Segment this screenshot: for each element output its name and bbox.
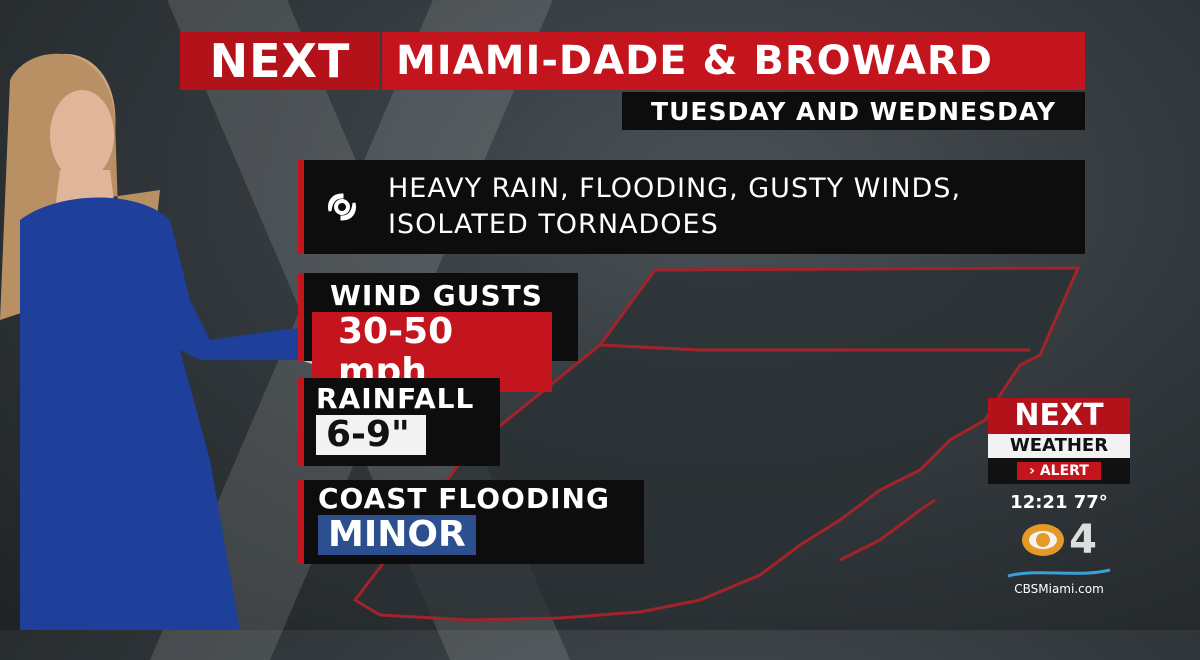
channel-number: 4: [1069, 517, 1097, 563]
hurricane-icon: [328, 193, 356, 221]
time: 12:21: [1010, 492, 1068, 513]
wave-icon: [1007, 568, 1111, 578]
hazards-card: HEAVY RAIN, FLOODING, GUSTY WINDS, ISOLAT…: [298, 160, 1085, 254]
cbs-eye-icon: [1022, 524, 1065, 556]
wind-gusts-card: WIND GUSTS 30-50 mph: [298, 273, 578, 392]
temperature: 77°: [1073, 492, 1108, 513]
hazards-line-1: HEAVY RAIN, FLOODING, GUSTY WINDS,: [388, 173, 962, 204]
site-url: CBSMiami.com: [1014, 582, 1104, 596]
bug-alert-label: › ALERT: [1017, 462, 1101, 480]
coast-flooding-card: COAST FLOODING MINOR: [298, 480, 644, 564]
rainfall-label: RAINFALL: [316, 382, 475, 415]
hazards-line-2: ISOLATED TORNADOES: [388, 209, 719, 240]
page-subtitle: TUESDAY AND WEDNESDAY: [622, 92, 1085, 130]
coast-flooding-value: MINOR: [318, 515, 476, 555]
bug-weather-label: WEATHER: [988, 434, 1130, 458]
station-bug: NEXT WEATHER › ALERT 12:21 77° 4 CBSMiam…: [988, 398, 1130, 596]
page-title: MIAMI-DADE & BROWARD: [382, 32, 1085, 90]
alert-text: ALERT: [1039, 463, 1089, 479]
bug-next-logo: NEXT: [988, 398, 1130, 434]
coast-flooding-label: COAST FLOODING: [318, 482, 610, 515]
time-temp: 12:21 77°: [988, 492, 1130, 513]
next-logo: NEXT: [180, 32, 380, 90]
wind-gusts-label: WIND GUSTS: [330, 279, 543, 312]
cbs4-logo: 4: [988, 517, 1130, 563]
rainfall-value: 6-9": [316, 415, 426, 455]
rainfall-card: RAINFALL 6-9": [298, 378, 500, 466]
